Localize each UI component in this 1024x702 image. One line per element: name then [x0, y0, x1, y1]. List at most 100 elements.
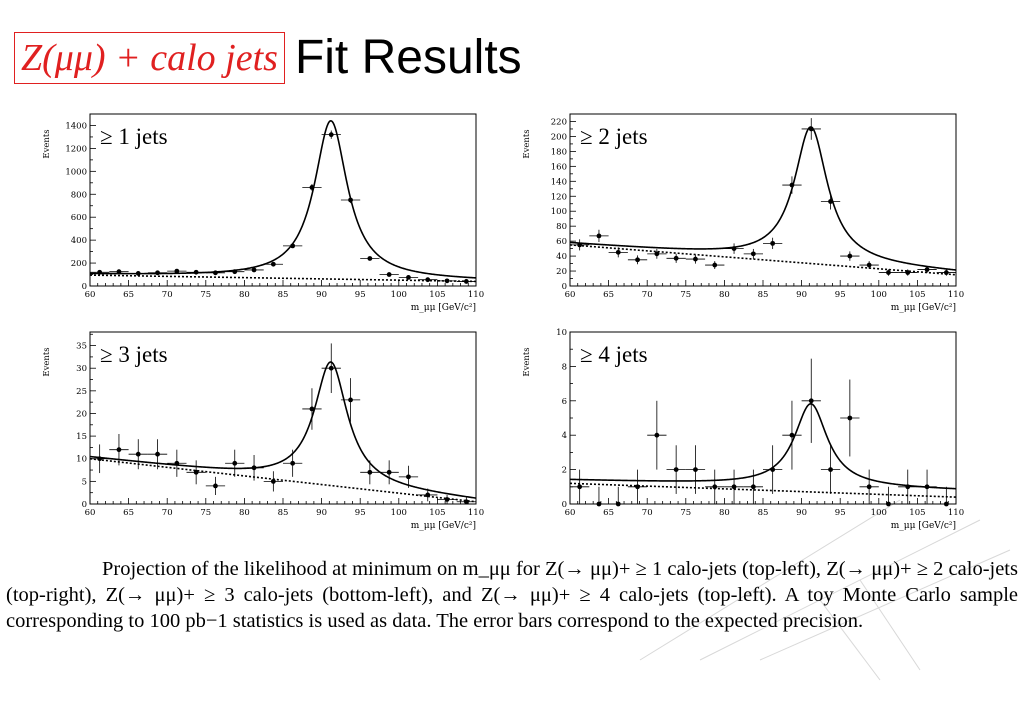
data-point	[302, 184, 322, 191]
data-point	[186, 460, 206, 485]
x-tick-label: 90	[316, 508, 327, 518]
data-point	[398, 275, 419, 280]
y-tick-label: 8	[562, 362, 567, 372]
data-point	[685, 254, 706, 264]
data-marker	[155, 270, 160, 276]
chart-ge1-jets: 60 65 70 75 80 85 90 95 100 105 110 0 200 400 600 800 10…	[42, 113, 484, 313]
x-tick-label: 95	[355, 508, 366, 518]
x-tick-label: 100	[871, 508, 887, 518]
data-point	[820, 193, 841, 210]
data-point	[589, 486, 609, 507]
title-formula-box: Z(μμ) + calo jets	[14, 32, 285, 84]
x-tick-label: 70	[642, 290, 653, 300]
data-point	[225, 449, 245, 477]
x-tick-label: 110	[468, 290, 484, 300]
y-tick-label: 80	[556, 222, 567, 232]
y-tick-label: 6	[562, 397, 567, 407]
y-tick-label: 140	[551, 177, 567, 187]
x-tick-label: 95	[835, 508, 846, 518]
y-tick-label: 10	[76, 455, 87, 465]
data-marker	[213, 483, 218, 489]
data-point	[418, 488, 438, 502]
data-point	[801, 358, 821, 443]
data-marker	[635, 257, 640, 263]
data-point	[456, 497, 476, 505]
data-marker	[193, 469, 199, 475]
data-marker	[328, 365, 334, 371]
data-marker	[386, 469, 392, 475]
y-tick-label: 35	[76, 342, 87, 352]
jet-multiplicity-label: ≥ 3 jets	[100, 342, 168, 367]
data-point	[782, 176, 802, 194]
x-tick-label: 110	[468, 508, 484, 518]
data-point	[90, 444, 110, 474]
y-tick-label: 1000	[65, 167, 87, 177]
data-marker	[596, 501, 602, 507]
y-tick-label: 220	[551, 117, 567, 127]
data-marker	[750, 251, 756, 257]
data-point	[109, 269, 129, 275]
data-marker	[406, 275, 411, 280]
data-marker	[789, 182, 795, 188]
y-axis-label: Events	[522, 347, 532, 376]
data-marker	[808, 398, 814, 404]
x-tick-label: 65	[123, 290, 134, 300]
data-marker	[425, 277, 431, 283]
y-tick-label: 1400	[65, 121, 87, 131]
data-point	[340, 196, 361, 204]
data-point	[685, 445, 706, 494]
data-marker	[731, 246, 737, 252]
data-point	[418, 277, 438, 283]
y-tick-label: 4	[562, 431, 567, 441]
data-point	[820, 445, 841, 494]
y-tick-label: 10	[556, 328, 567, 338]
y-tick-label: 800	[71, 190, 87, 200]
y-tick-label: 120	[551, 192, 567, 202]
x-tick-label: 65	[603, 508, 614, 518]
jet-multiplicity-label: ≥ 4 jets	[580, 342, 648, 367]
y-tick-label: 5	[82, 477, 87, 487]
x-tick-label: 65	[603, 290, 614, 300]
x-tick-label: 75	[200, 508, 211, 518]
background-fit-curve	[89, 457, 477, 503]
data-marker	[367, 469, 373, 475]
data-point	[801, 118, 821, 140]
data-marker	[886, 270, 891, 275]
data-point	[608, 247, 628, 258]
data-marker	[673, 467, 679, 472]
data-point	[379, 460, 399, 485]
chart-ge3-jets: 60 65 70 75 80 85 90 95 100 105 110 0 5 10 15 20 25 30 35 E…	[42, 331, 484, 531]
y-tick-label: 0	[562, 500, 567, 510]
x-tick-label: 80	[239, 508, 250, 518]
x-tick-label: 105	[429, 508, 445, 518]
data-marker	[577, 242, 583, 248]
y-tick-label: 400	[71, 236, 87, 246]
data-marker	[924, 267, 930, 272]
data-point	[705, 469, 725, 504]
data-point	[283, 243, 303, 249]
x-tick-label: 85	[758, 508, 769, 518]
data-point	[340, 378, 361, 422]
data-marker	[251, 465, 257, 471]
data-marker	[386, 272, 392, 277]
data-marker	[406, 474, 411, 480]
data-marker	[924, 484, 930, 490]
data-point	[936, 269, 956, 276]
x-tick-label: 60	[565, 290, 576, 300]
data-marker	[654, 251, 660, 257]
data-marker	[615, 501, 621, 507]
data-point	[917, 266, 937, 274]
x-tick-label: 60	[85, 508, 96, 518]
data-point	[917, 469, 937, 504]
data-marker	[673, 255, 679, 261]
x-tick-label: 80	[239, 290, 250, 300]
data-point	[167, 268, 187, 274]
data-point	[321, 343, 341, 394]
y-tick-label: 200	[71, 259, 87, 269]
data-point	[263, 261, 283, 267]
data-marker	[174, 460, 180, 466]
data-marker	[943, 270, 949, 275]
data-point	[90, 269, 110, 275]
background-fit-curve	[569, 482, 957, 498]
x-tick-label: 90	[316, 290, 327, 300]
